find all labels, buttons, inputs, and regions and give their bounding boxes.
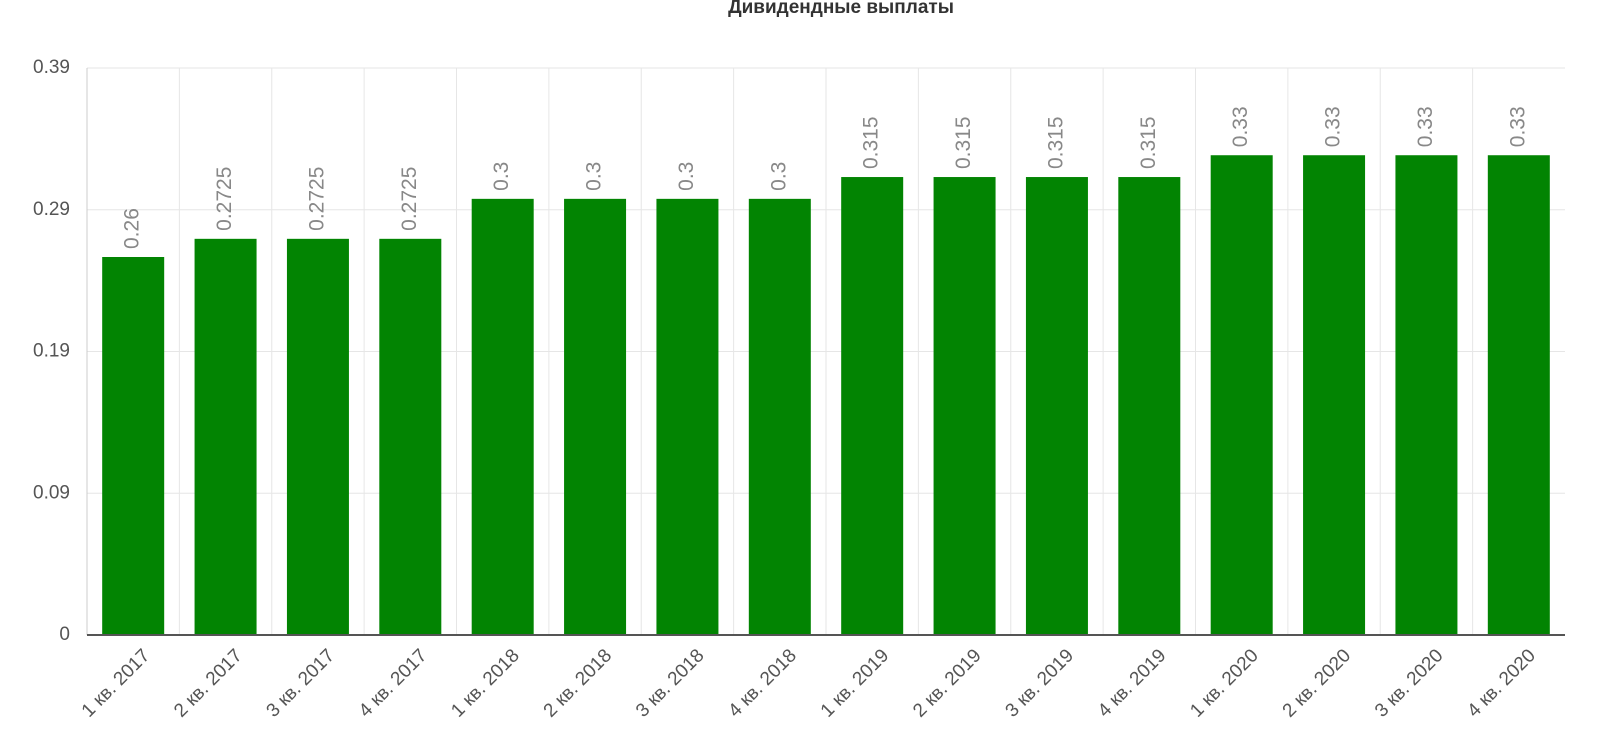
data-label: 0.315 — [860, 116, 883, 169]
bar — [1487, 155, 1550, 635]
bar — [841, 177, 904, 636]
data-label: 0.315 — [1044, 116, 1067, 169]
x-tick-label: 3 кв. 2017 — [263, 645, 339, 721]
bar — [194, 238, 257, 636]
bar — [748, 198, 811, 635]
x-tick-label: 2 кв. 2020 — [1279, 645, 1355, 721]
data-label: 0.3 — [583, 162, 606, 191]
data-label: 0.315 — [1137, 116, 1160, 169]
chart-title: Дивидендные выплаты — [728, 0, 954, 18]
y-tick-label: 0.19 — [33, 341, 70, 362]
bar — [379, 238, 442, 636]
data-label: 0.33 — [1229, 106, 1252, 147]
data-label: 0.3 — [767, 162, 790, 191]
bar — [1303, 155, 1366, 635]
bar — [933, 177, 996, 636]
y-tick-label: 0.09 — [33, 482, 70, 503]
data-label: 0.315 — [952, 116, 975, 169]
x-tick-label: 2 кв. 2019 — [909, 645, 985, 721]
x-tick-label: 2 кв. 2017 — [170, 645, 246, 721]
x-tick-label: 4 кв. 2017 — [355, 645, 431, 721]
y-tick-label: 0 — [59, 624, 70, 645]
data-label: 0.2725 — [398, 167, 421, 231]
bar — [471, 198, 534, 635]
data-label: 0.2725 — [305, 167, 328, 231]
x-tick-label: 4 кв. 2018 — [724, 645, 800, 721]
bar — [564, 198, 627, 635]
data-label: 0.3 — [675, 162, 698, 191]
x-tick-label: 4 кв. 2019 — [1094, 645, 1170, 721]
x-tick-label: 1 кв. 2017 — [78, 645, 154, 721]
bar — [656, 198, 719, 635]
x-tick-label: 3 кв. 2018 — [632, 645, 708, 721]
y-tick-label: 0.29 — [33, 199, 70, 220]
data-label: 0.3 — [490, 162, 513, 191]
x-tick-label: 3 кв. 2020 — [1371, 645, 1447, 721]
y-tick-label: 0.39 — [33, 57, 70, 78]
x-tick-label: 1 кв. 2018 — [447, 645, 523, 721]
data-label: 0.2725 — [213, 167, 236, 231]
data-label: 0.26 — [121, 208, 144, 249]
bar — [1210, 155, 1273, 635]
data-label: 0.33 — [1322, 106, 1345, 147]
x-tick-label: 3 кв. 2019 — [1002, 645, 1078, 721]
x-tick-label: 1 кв. 2020 — [1186, 645, 1262, 721]
x-tick-label: 4 кв. 2020 — [1463, 645, 1539, 721]
bar — [1025, 177, 1088, 636]
bar — [1118, 177, 1181, 636]
x-tick-label: 2 кв. 2018 — [540, 645, 616, 721]
data-label: 0.33 — [1414, 106, 1437, 147]
bar — [286, 238, 349, 636]
bar — [102, 257, 165, 635]
data-label: 0.33 — [1506, 106, 1529, 147]
x-tick-label: 1 кв. 2019 — [817, 645, 893, 721]
bar — [1395, 155, 1458, 635]
